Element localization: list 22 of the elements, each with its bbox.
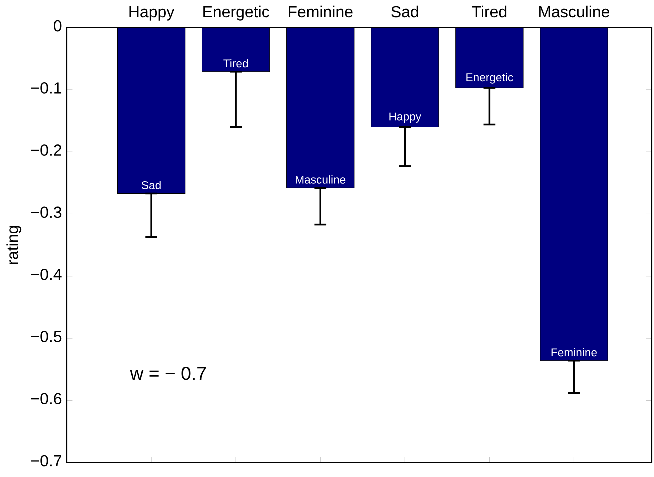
- y-tick-label: −0.5: [32, 331, 62, 343]
- annotation: Energetic: [466, 73, 514, 84]
- y-tick-label: −0.1: [32, 82, 62, 94]
- y-tick-label: −0.7: [32, 456, 62, 467]
- y-tick-label: −0.6: [32, 393, 62, 405]
- annotation: Happy: [390, 113, 422, 124]
- x-tick-label: Energetic: [204, 6, 270, 22]
- annotation: Feminine: [552, 348, 598, 357]
- x-tick-label: Happy: [130, 6, 175, 22]
- annotation: w = − 0.7: [130, 367, 206, 380]
- y-tick-label: −0.2: [32, 144, 62, 156]
- y-tick-label: −0.4: [32, 269, 62, 280]
- annotation: Sad: [142, 181, 161, 190]
- annotation: Masculine: [296, 176, 346, 184]
- y-tick-label: 0: [54, 20, 62, 32]
- x-tick-label: Masculine: [540, 6, 610, 18]
- y-axis-title: rating: [6, 226, 22, 264]
- y-tick-label: −0.3: [32, 207, 62, 218]
- x-tick-label: Sad: [392, 6, 418, 18]
- x-tick-label: Tired: [472, 6, 507, 18]
- annotation: Tired: [224, 60, 248, 68]
- x-tick-label: Feminine: [289, 6, 353, 18]
